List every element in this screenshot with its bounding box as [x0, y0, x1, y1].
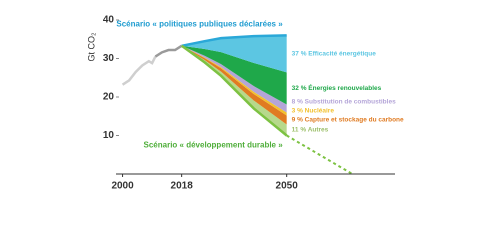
- scenario-line: [121, 56, 157, 86]
- y-tick-label: 20: [103, 92, 115, 103]
- wedge-area: [181, 45, 287, 113]
- wedge-label: 8 % Substitution de combustibles: [292, 99, 396, 106]
- y-axis-label: Gt CO₂: [86, 32, 96, 62]
- x-tick-label: 2018: [171, 181, 194, 192]
- wedge-label: 37 % Efficacité énergétique: [292, 51, 377, 58]
- scenario-line: [286, 134, 353, 175]
- wedge-area: [181, 35, 287, 73]
- x-tick-label: 2050: [276, 181, 299, 192]
- wedge-area: [181, 45, 287, 125]
- y-tick-label: 40: [103, 15, 115, 26]
- x-tick-label: 2000: [111, 181, 134, 192]
- wedge-label: 32 % Énergies renouvelables: [292, 83, 382, 92]
- y-tick-label: 30: [103, 53, 115, 64]
- scenario-line: [180, 44, 288, 137]
- scenario-line: [181, 34, 287, 48]
- scenario-label: Scénario « développement durable »: [144, 141, 284, 150]
- y-tick-label: 10: [103, 130, 115, 141]
- scenario-line: [154, 44, 183, 58]
- wedge-label: 3 % Nucléaire: [292, 108, 335, 115]
- wedge-area: [181, 45, 287, 116]
- scenario-label: Scénario « politiques publiques déclarée…: [116, 20, 283, 29]
- wedge-label: 11 % Autres: [292, 127, 329, 134]
- wedge-label: 9 % Capture et stockage du carbone: [292, 117, 404, 124]
- chart: Gt CO₂ 11 % Autres 9 % Capture et stockag…: [86, 15, 404, 192]
- wedge-area: [181, 45, 287, 105]
